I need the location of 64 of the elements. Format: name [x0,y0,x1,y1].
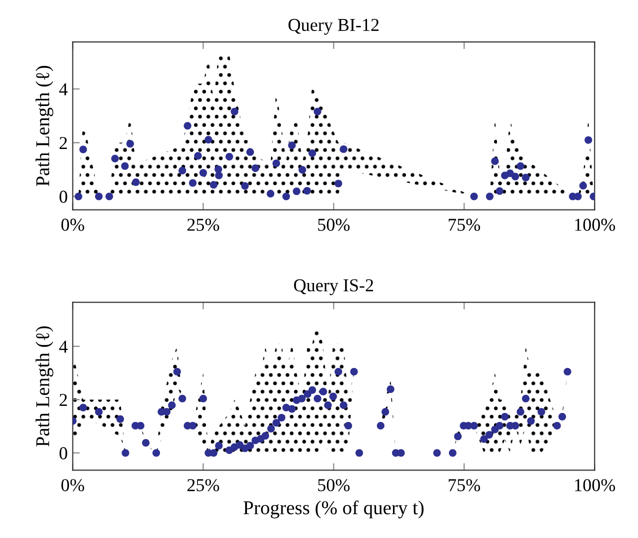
point [199,168,208,177]
point [579,182,587,190]
y-tick-label: 0 [60,447,68,460]
point [74,192,82,200]
point [340,145,348,153]
point [95,192,103,200]
x-tick-label: 25% [187,479,220,492]
x-tick-label: 100% [575,218,616,231]
point [298,166,306,174]
x-tick-label: 25% [187,218,220,231]
chart-title: Query BI-12 [288,18,379,35]
point [584,136,592,144]
point [308,149,316,157]
point [126,140,134,148]
point [246,148,254,156]
point [210,181,218,189]
point [204,136,212,144]
chart-title: Query IS-2 [294,279,374,296]
point [225,152,234,160]
point [292,187,300,196]
point [491,157,499,166]
point [178,166,186,174]
point [241,182,249,190]
x-tick-label: 50% [318,218,350,231]
point [215,172,223,180]
y-tick-label: 2 [60,136,67,149]
y-tick-label: 4 [59,83,68,96]
point [111,154,119,162]
x-tick-label: 75% [448,479,480,492]
x-tick-label: 75% [448,218,480,231]
y-axis-title: Path Length (ℓ) [36,326,54,447]
point [516,162,524,170]
y-tick-label: 4 [59,340,68,353]
y-tick-label: 0 [60,190,68,203]
point [314,108,322,116]
point [334,180,342,188]
point [194,152,202,160]
x-tick-label: 100% [575,479,616,492]
point [230,108,238,116]
point [184,122,192,130]
point [522,174,530,182]
y-axis-title: Path Length (ℓ) [36,66,54,186]
point [188,179,197,187]
point [574,192,582,200]
point [496,187,504,195]
point [132,178,140,186]
point [252,164,260,172]
x-tick-label: 0% [61,479,84,492]
point [511,172,520,180]
x-tick-label: 50% [318,479,350,492]
x-tick-label: 0% [61,218,84,231]
point [470,192,478,200]
point [272,160,280,168]
point [105,192,114,200]
point [214,165,222,174]
point [486,192,494,200]
x-axis-title: Progress (% of query t) [244,500,424,518]
point [282,192,290,200]
y-tick-label: 2 [60,394,67,406]
point [121,162,129,170]
point [303,186,311,195]
point [266,190,274,198]
point [79,146,87,154]
point [288,142,296,150]
